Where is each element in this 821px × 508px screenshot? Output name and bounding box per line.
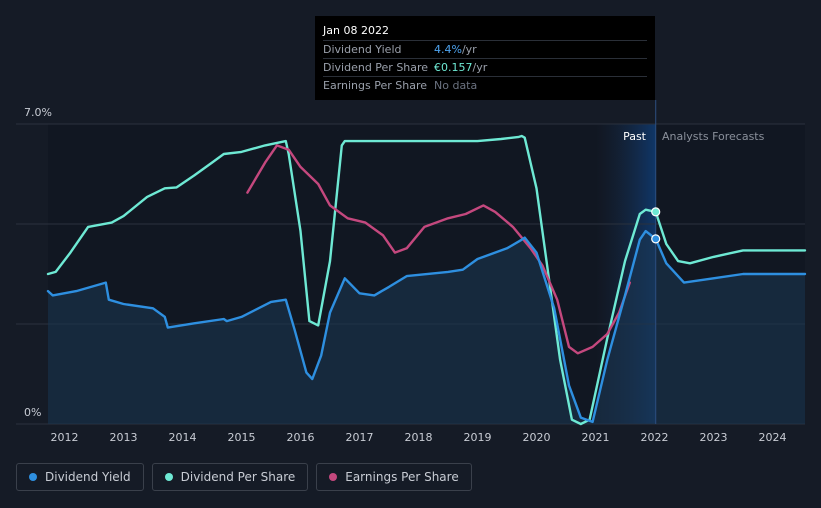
tooltip-value: €0.157	[434, 61, 473, 74]
past-label: Past	[623, 130, 647, 143]
earnings-per-share-line	[246, 144, 631, 355]
series-marker	[651, 234, 661, 244]
x-tick-label: 2020	[523, 431, 551, 444]
dividend-yield-line	[46, 229, 807, 424]
x-tick-label: 2016	[287, 431, 315, 444]
legend: Dividend Yield Dividend Per Share Earnin…	[16, 463, 472, 491]
x-axis: 2012 2013 2014 2015 2016 2017 2018 2019 2020 2021…	[51, 431, 787, 444]
forecast-label: Analysts Forecasts	[662, 130, 765, 143]
x-tick-label: 2015	[228, 431, 256, 444]
legend-dot-icon	[164, 473, 173, 481]
legend-label: Earnings Per Share	[345, 470, 459, 484]
x-tick-label: 2021	[582, 431, 610, 444]
tooltip-date: Jan 08 2022	[323, 22, 647, 41]
series-markers	[651, 207, 661, 244]
series-marker	[651, 207, 661, 217]
x-tick-label: 2017	[346, 431, 374, 444]
y-axis-top-label: 7.0%	[24, 106, 52, 119]
dividend-per-share-line	[46, 134, 807, 426]
y-axis-bottom-label: 0%	[24, 406, 41, 419]
legend-item-dividend-yield[interactable]: Dividend Yield	[16, 463, 144, 491]
legend-item-earnings-per-share[interactable]: Earnings Per Share	[316, 463, 472, 491]
x-tick-label: 2022	[641, 431, 669, 444]
tooltip-label: Dividend Yield	[323, 43, 402, 56]
legend-label: Dividend Yield	[45, 470, 131, 484]
tooltip-unit: /yr	[461, 43, 477, 56]
x-tick-label: 2012	[51, 431, 79, 444]
tooltip-label: Earnings Per Share	[323, 79, 428, 92]
tooltip-label: Dividend Per Share	[323, 61, 429, 74]
tooltip-value: No data	[434, 79, 478, 92]
series-lines	[46, 134, 807, 426]
dividend-yield-area	[48, 231, 805, 424]
tooltip-row-dividend-yield: Dividend Yield 4.4% /yr	[323, 41, 647, 59]
legend-dot-icon	[29, 473, 37, 481]
x-tick-label: 2014	[169, 431, 197, 444]
x-tick-label: 2023	[700, 431, 728, 444]
tooltip-value: 4.4%	[434, 43, 462, 56]
tooltip-row-dividend-per-share: Dividend Per Share €0.157 /yr	[323, 59, 647, 77]
legend-dot-icon	[329, 473, 338, 481]
tooltip: Jan 08 2022 Dividend Yield 4.4% /yr Divi…	[315, 16, 655, 100]
x-tick-label: 2013	[110, 431, 138, 444]
x-tick-label: 2019	[464, 431, 492, 444]
x-tick-label: 2018	[405, 431, 433, 444]
tooltip-row-earnings-per-share: Earnings Per Share No data	[323, 77, 647, 94]
x-tick-label: 2024	[759, 431, 787, 444]
legend-item-dividend-per-share[interactable]: Dividend Per Share	[151, 463, 309, 491]
legend-label: Dividend Per Share	[180, 470, 296, 484]
tooltip-unit: /yr	[472, 61, 488, 74]
